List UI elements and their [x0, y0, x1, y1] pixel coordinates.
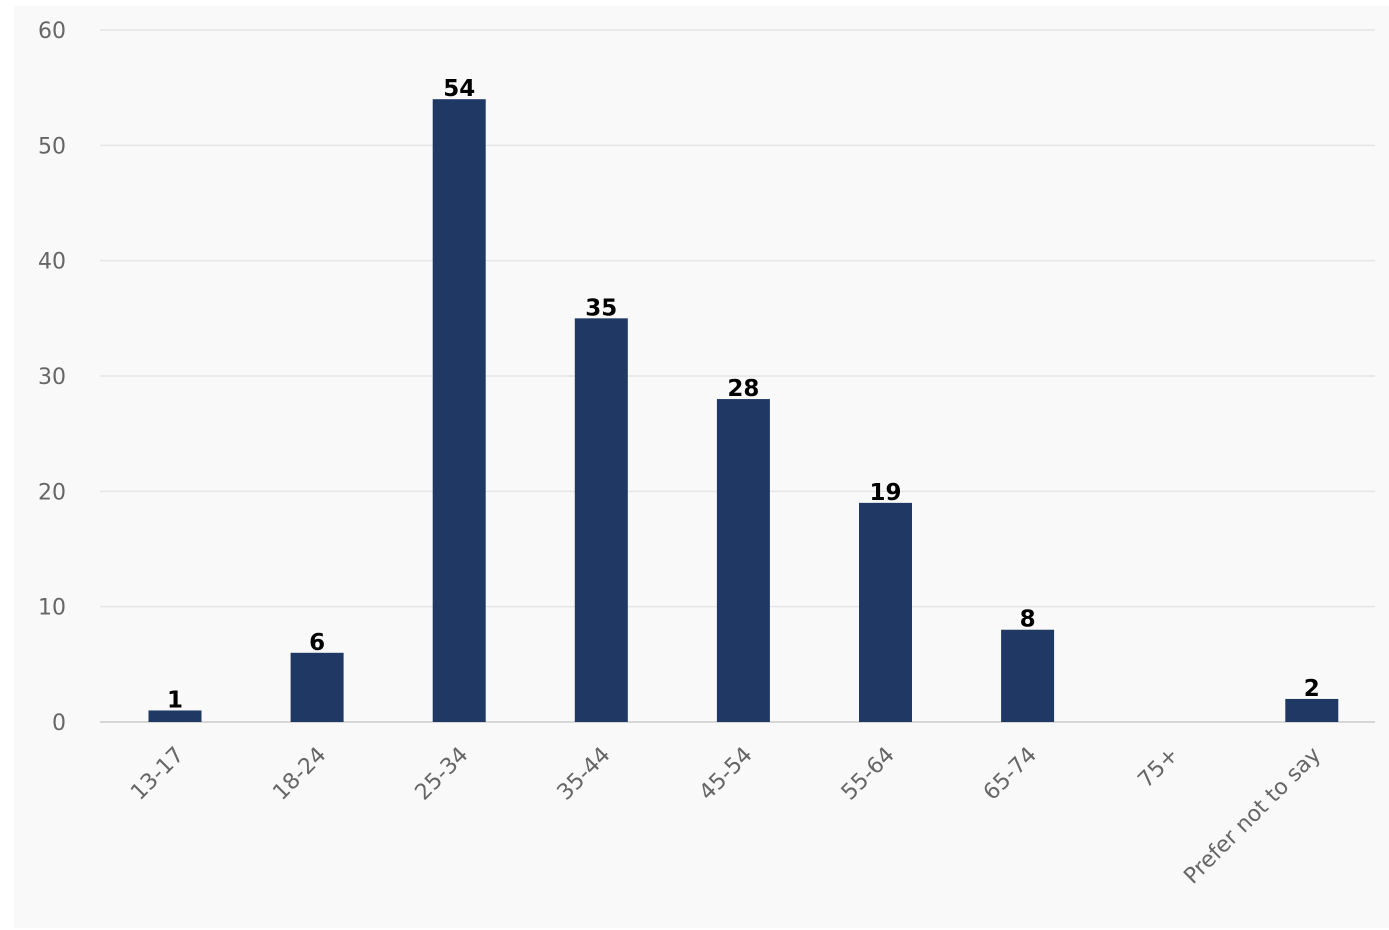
bar	[716, 399, 770, 722]
y-tick-label: 50	[38, 134, 66, 159]
chart-panel	[14, 6, 1389, 928]
bar	[574, 318, 628, 722]
x-tick-label: 55-64	[837, 743, 900, 806]
data-label: 54	[443, 76, 475, 102]
data-label: 19	[869, 480, 901, 506]
bar	[290, 652, 344, 722]
data-label: 28	[727, 376, 759, 402]
x-tick-label: 65-74	[979, 743, 1042, 806]
bar	[432, 99, 486, 722]
bar	[148, 710, 202, 722]
x-tick-label: 35-44	[553, 743, 616, 806]
bar	[859, 502, 912, 722]
data-label: 8	[1020, 607, 1036, 633]
y-axis-ticks: 0 10 20 30 40 50 60	[38, 19, 66, 736]
x-tick-label: 13-17	[126, 743, 189, 806]
y-tick-label: 0	[52, 711, 66, 736]
data-label: 2	[1304, 676, 1320, 702]
y-tick-label: 10	[38, 596, 66, 621]
x-tick-label: 25-34	[411, 743, 474, 806]
x-tick-label: 18-24	[268, 743, 331, 806]
y-tick-label: 60	[38, 19, 66, 44]
bar	[1001, 629, 1055, 722]
x-axis-ticks: 13-17 18-24 25-34 35-44 45-54 55-64 65-74 75+Pr…	[126, 743, 1326, 890]
bars	[148, 99, 1339, 722]
y-tick-label: 20	[38, 480, 66, 505]
bar	[1285, 698, 1339, 722]
data-label: 6	[309, 630, 325, 656]
data-labels: 1 6 54 35 28 19 8 2	[167, 76, 1320, 713]
y-tick-label: 30	[38, 365, 66, 390]
x-tick-label: 75+	[1133, 743, 1184, 794]
data-label: 35	[585, 295, 617, 321]
y-tick-label: 40	[38, 250, 66, 275]
data-label: 1	[167, 687, 183, 713]
x-tick-label: 45-54	[695, 743, 758, 806]
x-tick-label: Prefer not to say	[1179, 743, 1326, 890]
